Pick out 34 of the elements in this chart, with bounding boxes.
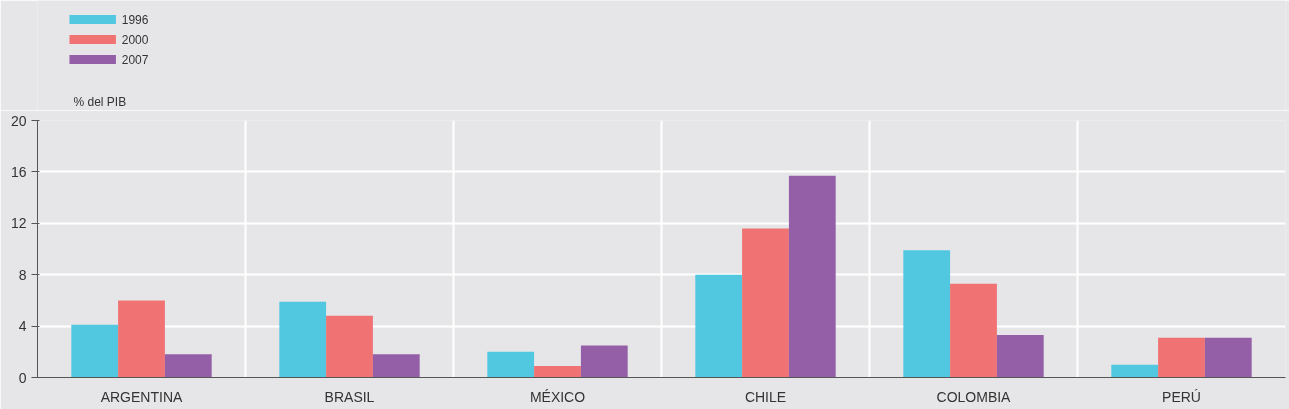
bar	[164, 354, 212, 378]
bar	[534, 365, 581, 378]
bar	[950, 283, 997, 378]
y-tick-label: 0	[18, 369, 27, 386]
x-tick-label: MÉXICO	[529, 388, 586, 405]
x-tick-label: COLOMBIA	[936, 388, 1012, 405]
x-tick-label: CHILE	[744, 388, 787, 405]
bar	[695, 274, 743, 378]
bar	[788, 175, 836, 378]
bar	[580, 345, 628, 378]
y-tick-label: 12	[10, 215, 27, 232]
bar	[326, 315, 373, 378]
bar	[487, 351, 535, 378]
x-tick-label: BRASIL	[324, 388, 375, 405]
bar	[372, 354, 420, 378]
bar	[71, 324, 119, 378]
bar	[996, 335, 1044, 378]
bar	[1111, 364, 1159, 378]
x-tick-label: ARGENTINA	[100, 388, 183, 405]
y-axis-title: % del PIB	[73, 94, 127, 109]
x-tick-label: PERÚ	[1162, 388, 1201, 405]
y-tick-label: 8	[18, 266, 27, 283]
y-tick-label: 20	[10, 112, 27, 129]
legend-label: 2007	[121, 53, 149, 67]
bar	[279, 301, 327, 378]
y-tick-label: 4	[18, 318, 27, 335]
bar	[903, 250, 951, 378]
bar	[1158, 337, 1205, 378]
y-tick-label: 16	[10, 163, 27, 180]
legend-label: 1996	[121, 13, 149, 27]
legend-label: 2000	[121, 33, 149, 47]
bar	[1204, 337, 1252, 378]
bar	[742, 228, 789, 378]
bar	[118, 300, 165, 378]
